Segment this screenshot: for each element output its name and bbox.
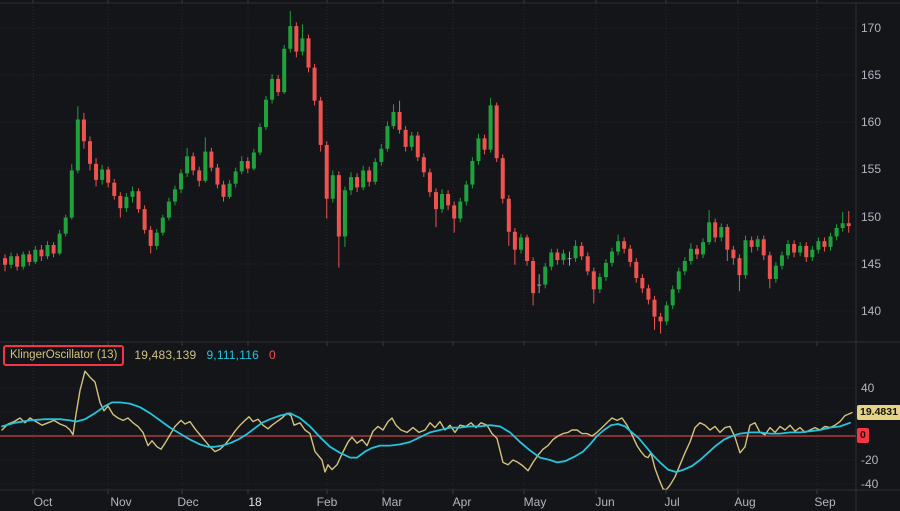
oscillator-tick-label: -40 xyxy=(861,477,879,491)
oscillator-tick-label: 40 xyxy=(861,381,875,395)
time-axis[interactable]: Oct Nov Dec 18 Feb Mar Apr May Jun Jul Aug Sep xyxy=(34,495,836,509)
price-tick-label: 160 xyxy=(861,115,881,129)
price-axis[interactable]: 170 165 160 155 150 145 140 xyxy=(861,21,881,318)
time-tick-label: 18 xyxy=(248,495,262,509)
indicator-value-klinger: 19,483,139 xyxy=(134,348,197,362)
time-tick-label: Apr xyxy=(453,495,472,509)
candlestick-series[interactable] xyxy=(3,11,851,334)
time-tick-label: May xyxy=(524,495,547,509)
time-tick-label: Sep xyxy=(814,495,836,509)
zero-value-badge: 0 xyxy=(857,428,869,443)
indicator-title[interactable]: KlingerOscillator (13) xyxy=(3,344,125,366)
price-tick-label: 145 xyxy=(861,257,881,271)
time-tick-label: Dec xyxy=(177,495,198,509)
klinger-oscillator-pane[interactable] xyxy=(0,370,856,491)
time-tick-label: Aug xyxy=(734,495,755,509)
time-tick-label: Feb xyxy=(317,495,338,509)
oscillator-axis[interactable]: 40 -20 -40 xyxy=(861,381,879,491)
time-tick-label: Jun xyxy=(595,495,614,509)
time-tick-label: Mar xyxy=(382,495,403,509)
time-tick-label: Nov xyxy=(110,495,131,509)
indicator-value-signal: 9,111,116 xyxy=(206,348,259,362)
oscillator-tick-label: -20 xyxy=(861,453,879,467)
signal-line xyxy=(1,401,851,473)
price-tick-label: 150 xyxy=(861,210,881,224)
klinger-last-value-badge: 19.4831 xyxy=(857,405,900,420)
indicator-legend: KlingerOscillator (13) 19,483,139 9,111,… xyxy=(3,344,276,366)
price-tick-label: 170 xyxy=(861,21,881,35)
klinger-line xyxy=(1,370,853,491)
indicator-value-diff: 0 xyxy=(268,348,276,362)
price-tick-label: 140 xyxy=(861,304,881,318)
price-tick-label: 165 xyxy=(861,68,881,82)
time-tick-label: Jul xyxy=(664,495,679,509)
price-tick-label: 155 xyxy=(861,162,881,176)
time-tick-label: Oct xyxy=(34,495,53,509)
